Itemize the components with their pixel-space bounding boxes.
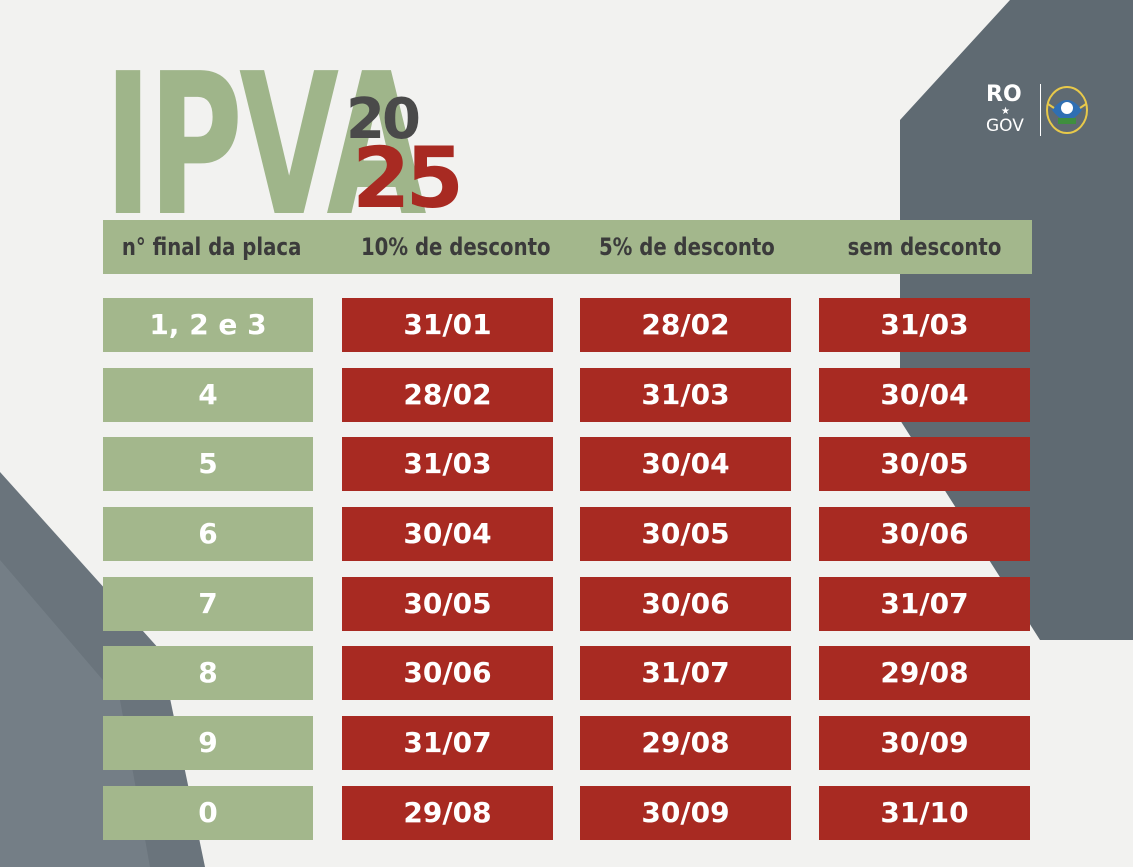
- date-10-cell: 30/06: [342, 646, 553, 700]
- table-row: 0 29/08 30/09 31/10: [0, 786, 1133, 840]
- header-plate: n° final da placa: [121, 233, 302, 261]
- date-none-cell: 30/04: [819, 368, 1030, 422]
- table-row: 6 30/04 30/05 30/06: [0, 507, 1133, 561]
- plate-cell: 1, 2 e 3: [103, 298, 313, 352]
- date-none-cell: 29/08: [819, 646, 1030, 700]
- date-10-cell: 29/08: [342, 786, 553, 840]
- plate-cell: 7: [103, 577, 313, 631]
- date-10-cell: 30/05: [342, 577, 553, 631]
- header-5-discount: 5% de desconto: [598, 233, 775, 261]
- plate-cell: 5: [103, 437, 313, 491]
- table-row: 1, 2 e 3 31/01 28/02 31/03: [0, 298, 1133, 352]
- star-icon: ★: [1001, 106, 1010, 117]
- plate-cell: 8: [103, 646, 313, 700]
- plate-cell: 9: [103, 716, 313, 770]
- header-no-discount: sem desconto: [847, 233, 1002, 261]
- table-row: 5 31/03 30/04 30/05: [0, 437, 1133, 491]
- date-none-cell: 30/05: [819, 437, 1030, 491]
- plate-cell: 6: [103, 507, 313, 561]
- date-none-cell: 31/03: [819, 298, 1030, 352]
- date-5-cell: 29/08: [580, 716, 791, 770]
- header-10-discount: 10% de desconto: [360, 233, 551, 261]
- date-none-cell: 31/07: [819, 577, 1030, 631]
- date-10-cell: 31/07: [342, 716, 553, 770]
- page-title: IPVA: [104, 32, 427, 260]
- date-5-cell: 30/09: [580, 786, 791, 840]
- table-row: 7 30/05 30/06 31/07: [0, 577, 1133, 631]
- year-bottom: 25: [352, 129, 464, 227]
- logo-gov-text: GOV: [986, 116, 1024, 136]
- table-row: 4 28/02 31/03 30/04: [0, 368, 1133, 422]
- date-5-cell: 28/02: [580, 298, 791, 352]
- date-5-cell: 30/05: [580, 507, 791, 561]
- date-10-cell: 31/03: [342, 437, 553, 491]
- date-none-cell: 30/09: [819, 716, 1030, 770]
- date-5-cell: 31/07: [580, 646, 791, 700]
- date-5-cell: 31/03: [580, 368, 791, 422]
- table-row: 9 31/07 29/08 30/09: [0, 716, 1133, 770]
- logo-divider: [1040, 84, 1041, 136]
- date-10-cell: 30/04: [342, 507, 553, 561]
- table-header: n° final da placa 10% de desconto 5% de …: [103, 220, 1032, 274]
- logo-ro-text: RO: [986, 82, 1022, 107]
- date-none-cell: 31/10: [819, 786, 1030, 840]
- plate-cell: 0: [103, 786, 313, 840]
- state-crest-icon: [1046, 86, 1088, 134]
- date-10-cell: 31/01: [342, 298, 553, 352]
- date-5-cell: 30/04: [580, 437, 791, 491]
- ro-gov-logo: RO ★ GOV: [984, 82, 1090, 140]
- table-row: 8 30/06 31/07 29/08: [0, 646, 1133, 700]
- date-none-cell: 30/06: [819, 507, 1030, 561]
- year-top: 20: [346, 87, 421, 152]
- date-10-cell: 28/02: [342, 368, 553, 422]
- plate-cell: 4: [103, 368, 313, 422]
- date-5-cell: 30/06: [580, 577, 791, 631]
